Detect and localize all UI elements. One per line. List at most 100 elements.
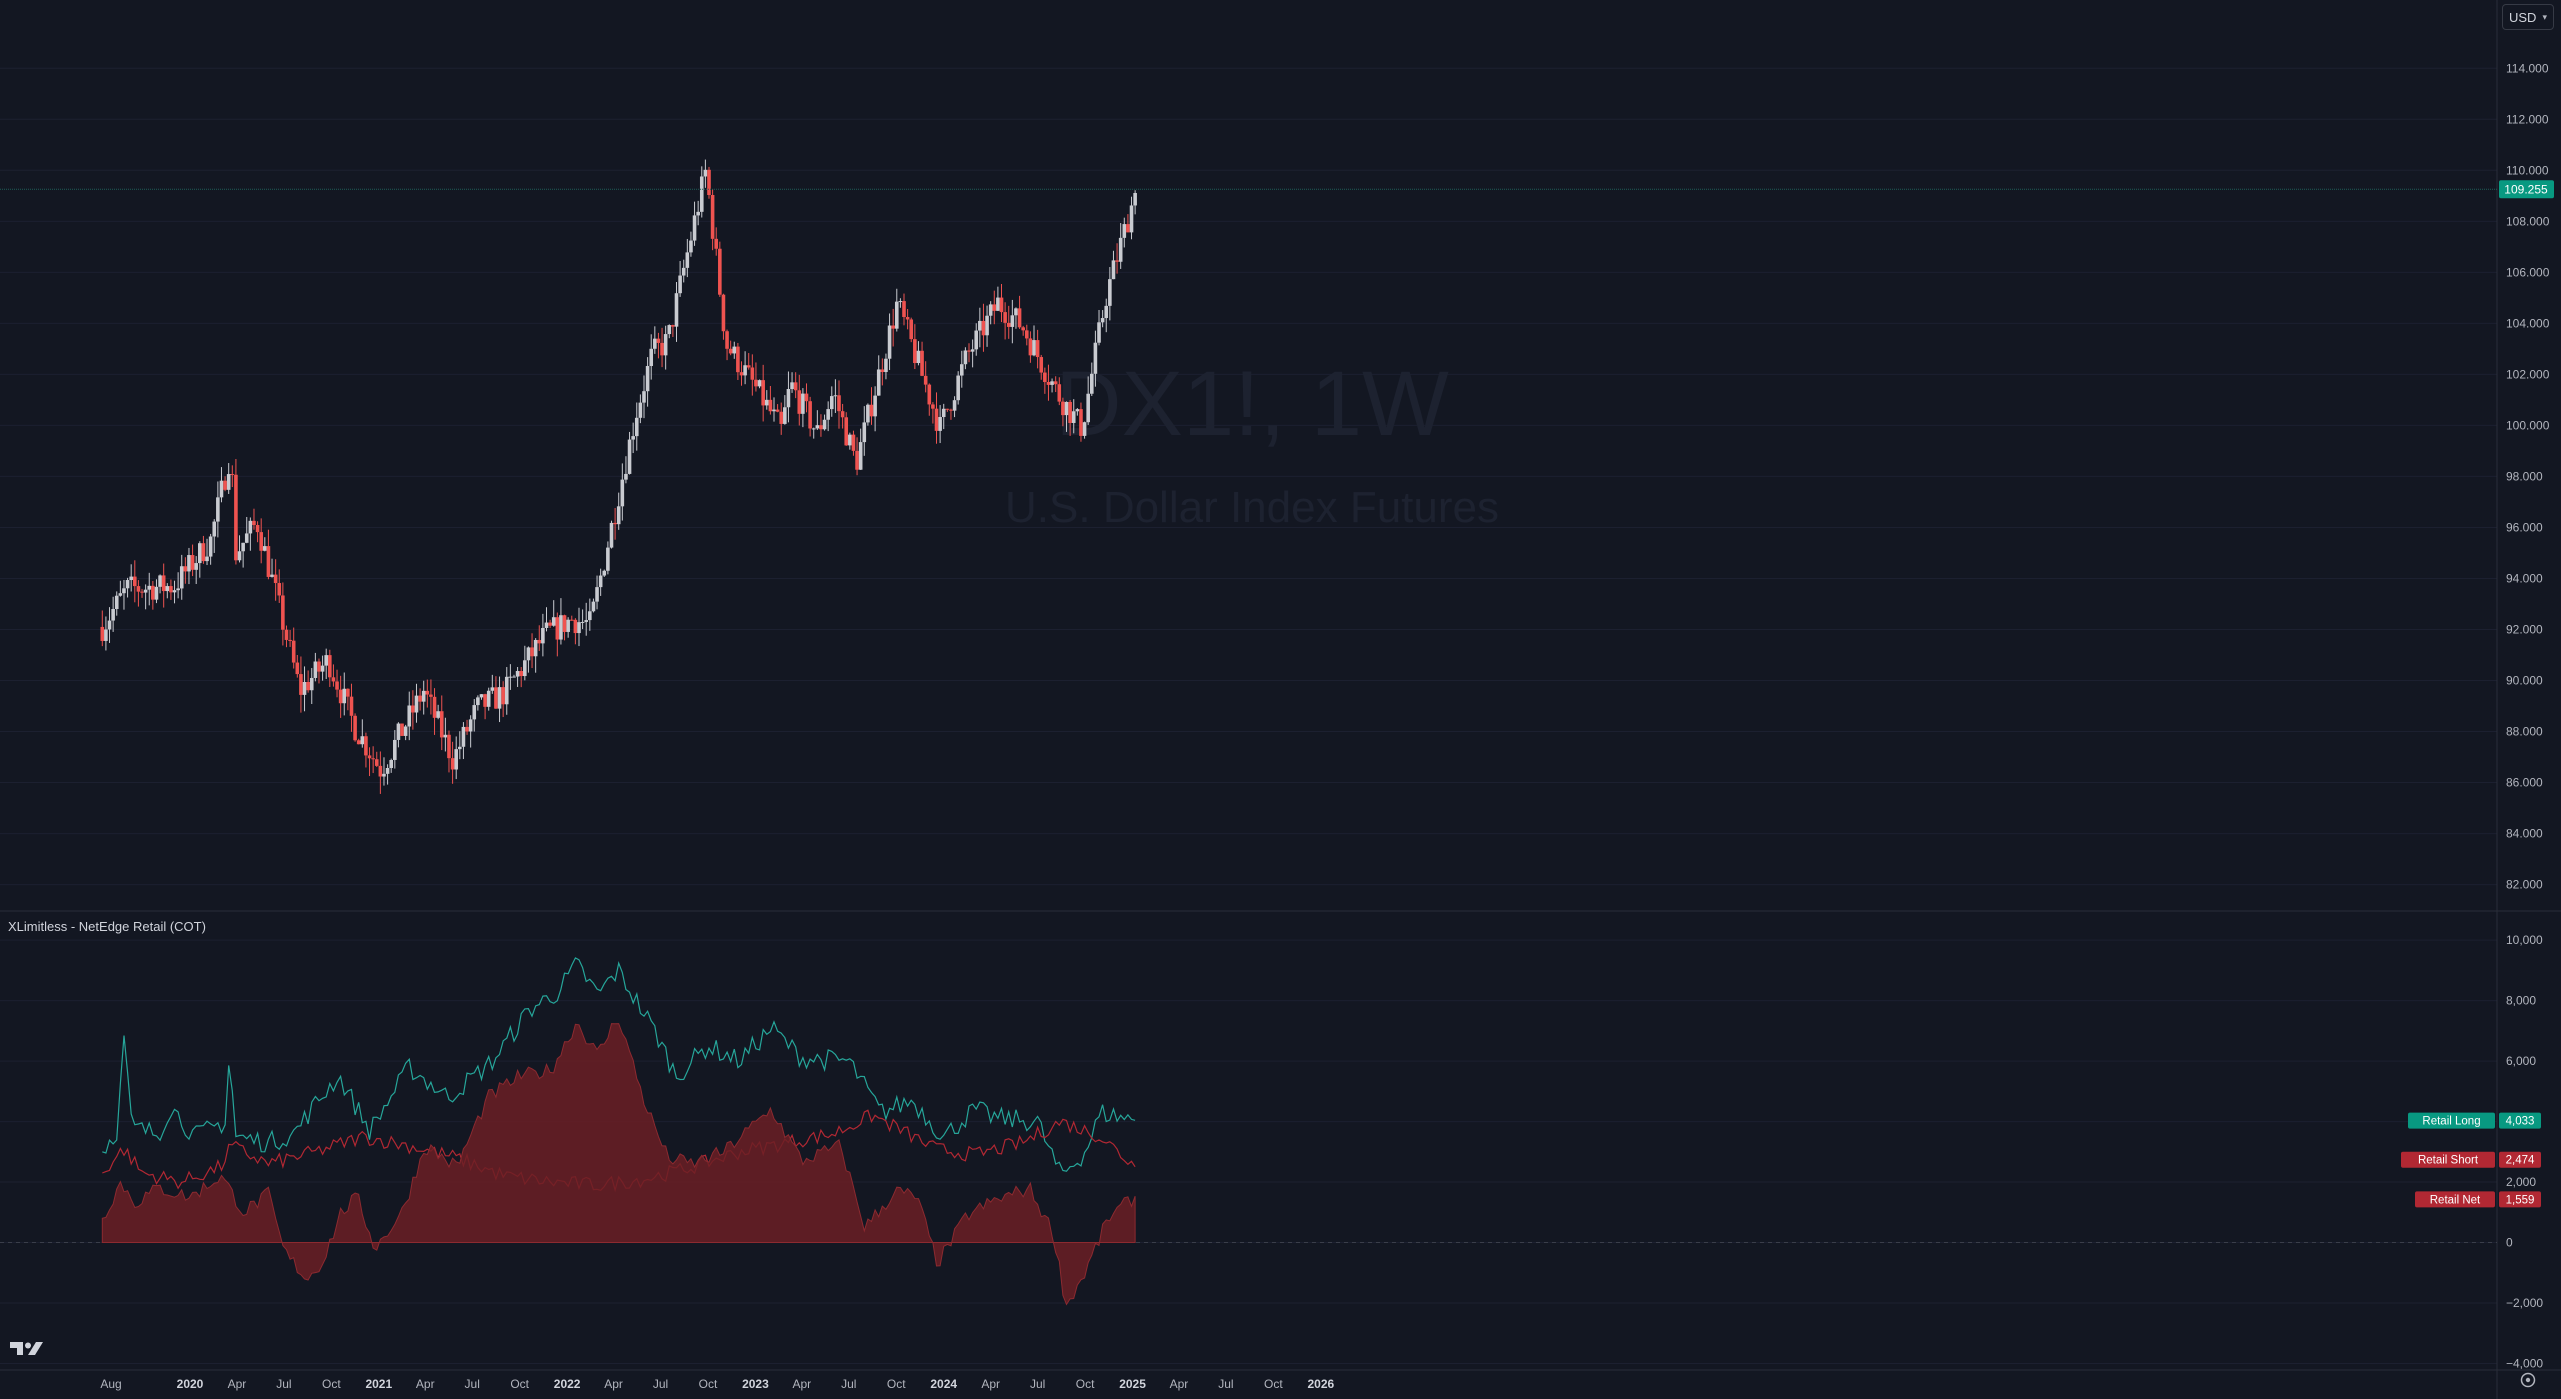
candle-body	[533, 639, 538, 657]
candle	[328, 649, 332, 687]
candle-body	[815, 425, 820, 429]
time-tick-label: Jul	[1218, 1377, 1233, 1391]
candle-body	[811, 428, 816, 430]
candle	[797, 374, 802, 426]
candle-body	[461, 726, 466, 747]
candle	[226, 463, 231, 494]
candle-body	[645, 366, 650, 392]
candle	[447, 730, 451, 773]
candle	[739, 361, 744, 386]
candle-body	[891, 325, 895, 329]
candle-body	[725, 331, 729, 349]
candle	[309, 668, 314, 705]
indicator-tick-label: 8,000	[2506, 994, 2536, 1008]
time-tick-label: Oct	[1076, 1377, 1095, 1391]
retail-net-name-text: Retail Net	[2430, 1194, 2481, 1206]
candle	[425, 679, 430, 708]
candle-body	[551, 617, 556, 626]
candle-body	[616, 506, 621, 525]
candle	[642, 375, 646, 419]
candle	[1003, 302, 1007, 340]
candle	[1115, 243, 1119, 274]
candle-body	[956, 375, 960, 401]
candle	[963, 347, 968, 370]
price-tick-label: 94.000	[2506, 571, 2543, 585]
candle	[306, 670, 310, 693]
candle-body	[848, 434, 852, 446]
candle-body	[338, 689, 343, 704]
candle-body	[985, 315, 989, 336]
candle	[891, 308, 895, 347]
candle	[978, 307, 982, 348]
candle-body	[1133, 192, 1137, 206]
candle-body	[291, 640, 296, 663]
candle-body	[699, 176, 704, 212]
candle-body	[837, 395, 841, 412]
time-tick-label: Apr	[228, 1377, 247, 1391]
chart-settings-gear-icon[interactable]	[2518, 1370, 2538, 1390]
indicator-pane[interactable]	[0, 957, 2497, 1306]
candle-body	[490, 687, 495, 691]
candle	[530, 633, 534, 669]
candle	[956, 371, 960, 405]
candle-body	[371, 758, 375, 760]
candle-body	[504, 676, 509, 705]
price-pane[interactable]	[0, 159, 2497, 794]
candle	[523, 645, 527, 681]
candle-body	[317, 661, 321, 672]
candle-body	[198, 543, 202, 564]
candle-body	[703, 169, 708, 177]
candle	[786, 371, 791, 423]
candle-body	[999, 297, 1004, 313]
candle	[367, 747, 372, 777]
candle	[595, 575, 599, 610]
candle-body	[1046, 381, 1051, 385]
candle-body	[692, 215, 697, 241]
symbol-watermark-name: U.S. Dollar Index Futures	[1005, 483, 1499, 532]
candle	[418, 688, 422, 711]
candle	[869, 387, 874, 425]
candle-body	[1089, 373, 1094, 394]
candle-body	[736, 346, 740, 373]
candle-body	[389, 759, 394, 769]
price-axis[interactable]: 114.000 112.000 110.000 108.000 106.000 104.0…	[2506, 61, 2550, 891]
candle-body	[862, 422, 867, 443]
candle-body	[851, 434, 856, 451]
time-tick-label: Apr	[604, 1377, 623, 1391]
retail-short-name-text: Retail Short	[2418, 1155, 2479, 1167]
candle-body	[154, 586, 159, 600]
tradingview-logo-icon[interactable]	[10, 1340, 44, 1361]
candle	[909, 317, 914, 343]
candle	[754, 362, 758, 392]
candle	[584, 602, 589, 636]
candle	[609, 520, 614, 549]
candle-body	[663, 334, 668, 356]
candle-body	[696, 211, 700, 216]
candle-body	[541, 627, 545, 644]
candle-body	[230, 474, 235, 476]
currency-selector-button[interactable]: USD ▾	[2502, 4, 2554, 30]
candle-body	[992, 304, 997, 311]
time-tick-label: Jul	[653, 1377, 668, 1391]
candle-body	[393, 739, 397, 760]
candle	[638, 394, 643, 424]
candle	[439, 695, 444, 751]
time-axis[interactable]: Aug 2020 Apr Jul Oct 2021 Apr Jul Oct 2022 Apr Jul O…	[100, 1377, 1334, 1391]
candle-body	[472, 705, 477, 720]
candle	[848, 432, 852, 450]
candle-body	[476, 697, 480, 706]
candle-body	[981, 320, 986, 336]
candle	[519, 667, 524, 688]
candle	[656, 332, 661, 359]
candle-body	[1100, 318, 1105, 323]
indicator-legend-title[interactable]: XLimitless - NetEdge Retail (COT)	[8, 919, 206, 934]
candle-body	[963, 350, 968, 365]
candle	[974, 323, 979, 356]
candle	[1100, 310, 1105, 328]
candle	[645, 357, 650, 407]
candle-body	[248, 520, 253, 534]
candle-body	[1111, 260, 1116, 280]
candle-body	[609, 522, 614, 548]
candle	[111, 596, 115, 632]
